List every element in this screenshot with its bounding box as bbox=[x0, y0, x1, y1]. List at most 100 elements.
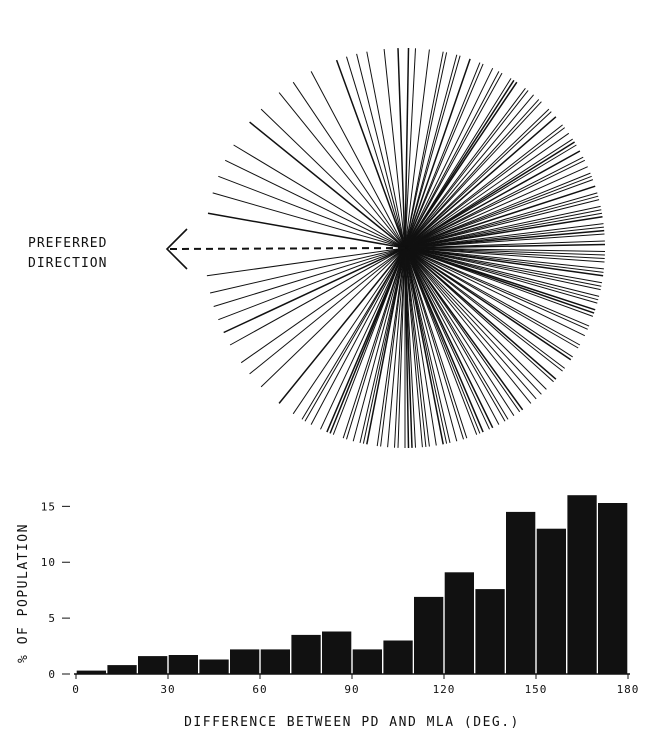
direction-line bbox=[404, 247, 494, 429]
direction-line bbox=[383, 49, 406, 249]
direction-line bbox=[335, 59, 406, 249]
x-tick-label: 30 bbox=[160, 683, 175, 696]
direction-line bbox=[404, 247, 444, 445]
direction-line bbox=[404, 247, 430, 447]
direction-line bbox=[404, 209, 602, 249]
direction-line bbox=[213, 247, 406, 307]
direction-line bbox=[404, 54, 458, 249]
direction-line bbox=[404, 175, 592, 249]
direction-line bbox=[329, 247, 406, 434]
direction-line bbox=[359, 247, 406, 444]
direction-line bbox=[404, 212, 603, 249]
direction-line bbox=[404, 67, 494, 249]
direction-line bbox=[404, 199, 600, 249]
direction-line bbox=[342, 247, 406, 439]
direction-line bbox=[404, 247, 601, 291]
direction-line bbox=[404, 195, 599, 249]
direction-line bbox=[404, 172, 591, 249]
histogram-bar bbox=[506, 511, 536, 674]
direction-line bbox=[404, 71, 500, 249]
y-tick-label: 5 bbox=[48, 612, 56, 625]
direction-line bbox=[404, 156, 584, 249]
direction-line bbox=[404, 247, 572, 361]
direction-line bbox=[404, 51, 444, 249]
direction-line bbox=[404, 127, 566, 249]
direction-line bbox=[380, 247, 406, 447]
direction-line bbox=[218, 247, 406, 321]
x-tick-label: 180 bbox=[617, 683, 640, 696]
direction-line bbox=[404, 132, 570, 249]
histogram-bar bbox=[352, 649, 382, 674]
y-tick-label: 0 bbox=[48, 668, 56, 681]
y-tick-label: 15 bbox=[41, 500, 56, 513]
histogram-bar bbox=[260, 649, 290, 674]
direction-line bbox=[404, 159, 586, 249]
direction-line bbox=[404, 192, 598, 249]
histogram-bar bbox=[444, 572, 474, 674]
histogram-bar bbox=[598, 503, 628, 674]
direction-line bbox=[310, 247, 406, 425]
direction-line bbox=[292, 81, 406, 249]
direction-line bbox=[320, 247, 406, 430]
direction-line bbox=[404, 247, 484, 433]
polar-direction-plot: PREFERRED DIRECTION bbox=[28, 47, 606, 449]
direction-line bbox=[397, 48, 406, 249]
direction-line bbox=[218, 175, 406, 249]
histogram-bar bbox=[76, 670, 106, 674]
direction-line bbox=[404, 99, 540, 249]
direction-line bbox=[404, 247, 468, 439]
direction-line bbox=[404, 247, 563, 372]
x-tick-label: 150 bbox=[525, 683, 548, 696]
histogram-bar bbox=[168, 655, 198, 674]
histogram-bar bbox=[322, 631, 352, 674]
preferred-direction-line bbox=[169, 247, 406, 250]
direction-line bbox=[404, 247, 599, 301]
direction-line bbox=[249, 121, 406, 249]
direction-line bbox=[404, 247, 532, 404]
direction-line bbox=[206, 247, 406, 277]
histogram-bar bbox=[199, 659, 229, 674]
direction-line bbox=[404, 247, 604, 270]
direction-line bbox=[404, 247, 586, 337]
direction-line bbox=[404, 247, 605, 263]
histogram: 0 30 60 90 120 150 180 0 5 10 15 DIFFERENCE BETWE… bbox=[16, 495, 640, 730]
direction-line bbox=[404, 215, 603, 249]
direction-line bbox=[404, 205, 601, 249]
direction-line bbox=[404, 101, 542, 249]
direction-line bbox=[404, 72, 503, 249]
direction-line bbox=[404, 247, 500, 425]
direction-line bbox=[346, 247, 406, 440]
direction-line bbox=[260, 108, 406, 249]
direction-line bbox=[404, 247, 437, 446]
histogram-bars bbox=[76, 495, 628, 674]
direction-line bbox=[260, 247, 406, 388]
direction-line bbox=[304, 247, 406, 422]
direction-line bbox=[404, 247, 579, 349]
direction-line bbox=[394, 247, 406, 448]
x-tick-label: 120 bbox=[433, 683, 456, 696]
direction-line bbox=[404, 87, 526, 249]
direction-line bbox=[376, 247, 406, 447]
direction-line bbox=[404, 47, 410, 249]
direction-line bbox=[404, 247, 557, 380]
direction-line bbox=[404, 223, 604, 249]
preferred-direction-arrowhead bbox=[165, 228, 188, 270]
x-tick-label: 60 bbox=[252, 683, 267, 696]
direction-line bbox=[404, 247, 595, 314]
direction-line bbox=[404, 62, 481, 249]
direction-line bbox=[404, 247, 566, 369]
direction-line bbox=[387, 247, 406, 448]
direction-line bbox=[404, 150, 581, 249]
direction-line bbox=[229, 247, 406, 346]
direction-line bbox=[224, 159, 406, 249]
direction-line bbox=[404, 247, 506, 422]
histogram-bar bbox=[383, 640, 413, 674]
direction-line bbox=[362, 247, 406, 444]
direction-line bbox=[404, 247, 537, 400]
direction-line bbox=[356, 53, 406, 249]
direction-line bbox=[404, 247, 605, 256]
histogram-bar bbox=[567, 495, 597, 674]
histogram-bar bbox=[475, 589, 505, 674]
x-axis-title: DIFFERENCE BETWEEN PD AND MLA (DEG.) bbox=[184, 715, 520, 730]
